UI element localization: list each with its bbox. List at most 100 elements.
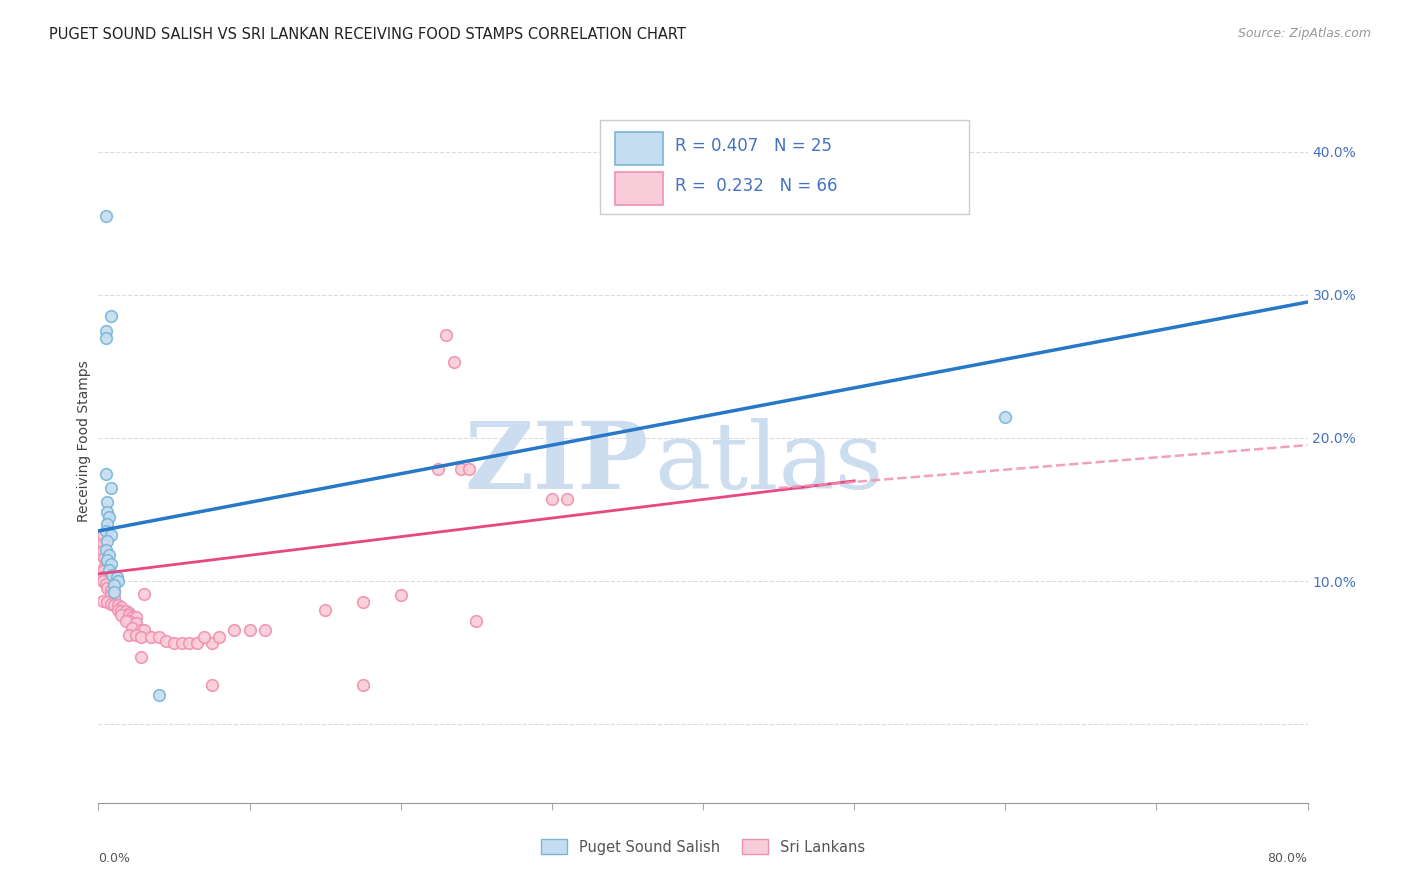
Point — [118, 606, 141, 620]
Point — [105, 570, 128, 584]
Point — [118, 628, 141, 642]
Point — [103, 578, 125, 592]
Point — [450, 462, 472, 476]
Point — [103, 585, 125, 599]
Point — [427, 462, 450, 476]
Point — [91, 544, 114, 558]
Text: PUGET SOUND SALISH VS SRI LANKAN RECEIVING FOOD STAMPS CORRELATION CHART: PUGET SOUND SALISH VS SRI LANKAN RECEIVI… — [49, 27, 686, 42]
Point — [170, 635, 193, 649]
Point — [125, 615, 148, 630]
FancyBboxPatch shape — [614, 172, 664, 205]
Point — [148, 689, 170, 703]
Point — [96, 595, 118, 609]
Point — [91, 564, 114, 578]
Point — [94, 331, 117, 345]
Point — [94, 556, 117, 570]
Point — [103, 584, 125, 599]
Point — [239, 623, 262, 637]
Point — [93, 551, 115, 566]
Point — [129, 649, 152, 664]
Point — [443, 355, 465, 369]
Point — [100, 557, 122, 571]
Point — [98, 509, 121, 524]
Point — [110, 604, 132, 618]
Point — [186, 635, 208, 649]
Point — [94, 577, 117, 591]
Point — [110, 599, 132, 614]
Point — [118, 614, 141, 628]
Point — [141, 630, 163, 644]
Point — [121, 609, 143, 624]
Text: R =  0.232   N = 66: R = 0.232 N = 66 — [675, 178, 838, 195]
Text: atlas: atlas — [655, 418, 884, 508]
Point — [94, 467, 117, 481]
Text: R = 0.407   N = 25: R = 0.407 N = 25 — [675, 137, 832, 155]
Y-axis label: Receiving Food Stamps: Receiving Food Stamps — [77, 360, 91, 523]
Point — [114, 614, 136, 628]
Point — [457, 462, 479, 476]
Point — [93, 561, 115, 575]
Point — [555, 492, 578, 507]
Point — [107, 602, 129, 616]
Point — [201, 635, 224, 649]
FancyBboxPatch shape — [614, 132, 664, 165]
Point — [91, 570, 114, 584]
Point — [100, 588, 122, 602]
Point — [352, 595, 374, 609]
Point — [132, 623, 155, 637]
Point — [193, 630, 215, 644]
Point — [98, 563, 121, 577]
Point — [994, 409, 1017, 424]
Point — [114, 604, 136, 618]
Point — [91, 537, 114, 551]
Point — [148, 630, 170, 644]
Point — [94, 209, 117, 223]
Point — [201, 678, 224, 692]
Point — [96, 552, 118, 566]
Point — [314, 602, 336, 616]
Point — [155, 634, 177, 648]
Point — [465, 614, 488, 628]
Text: 0.0%: 0.0% — [98, 852, 131, 865]
Point — [94, 324, 117, 338]
Point — [208, 630, 231, 644]
Point — [129, 623, 152, 637]
Point — [91, 574, 114, 588]
Point — [129, 630, 152, 644]
Point — [540, 492, 562, 507]
Legend: Puget Sound Salish, Sri Lankans: Puget Sound Salish, Sri Lankans — [536, 833, 870, 861]
Point — [352, 678, 374, 692]
Point — [100, 481, 122, 495]
Point — [110, 608, 132, 623]
Point — [101, 568, 124, 582]
Point — [103, 599, 125, 613]
Point — [103, 590, 125, 604]
Point — [224, 623, 246, 637]
Point — [100, 582, 122, 597]
Point — [98, 549, 121, 563]
Text: ZIP: ZIP — [464, 418, 648, 508]
Point — [100, 597, 122, 611]
Point — [163, 635, 186, 649]
Point — [96, 516, 118, 531]
Point — [96, 533, 118, 548]
Point — [389, 588, 412, 602]
Point — [253, 623, 276, 637]
Point — [100, 528, 122, 542]
Point — [107, 599, 129, 613]
Point — [96, 505, 118, 519]
Text: Source: ZipAtlas.com: Source: ZipAtlas.com — [1237, 27, 1371, 40]
Point — [94, 542, 117, 557]
Point — [118, 608, 141, 623]
Point — [91, 594, 114, 608]
Point — [107, 574, 129, 588]
Point — [179, 635, 201, 649]
Point — [125, 609, 148, 624]
Point — [94, 524, 117, 538]
Point — [125, 628, 148, 642]
Point — [96, 581, 118, 595]
Point — [96, 495, 118, 509]
Point — [434, 328, 457, 343]
FancyBboxPatch shape — [600, 120, 969, 214]
Point — [100, 310, 122, 324]
